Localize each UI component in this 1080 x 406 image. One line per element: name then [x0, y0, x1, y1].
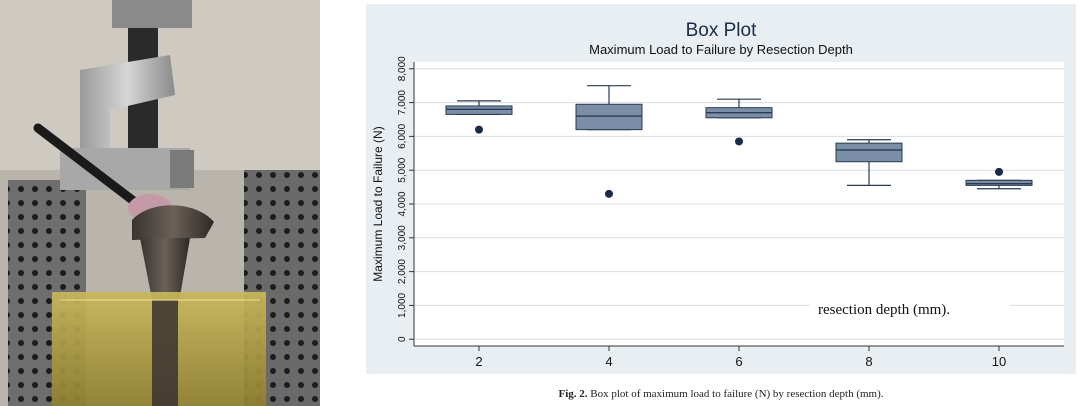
outlier-4-0	[605, 189, 613, 198]
x-tick-label-1: 4	[605, 354, 612, 369]
box-10	[965, 167, 1033, 190]
chart-subtitle: Maximum Load to Failure by Resection Dep…	[589, 42, 853, 57]
x-tick-label-0: 2	[475, 354, 482, 369]
box-6	[705, 98, 773, 146]
box-plot-panel: Box Plot Maximum Load to Failure by Rese…	[366, 4, 1076, 374]
x-tick-labels: 2 4 6 8 10	[475, 354, 1006, 369]
box-8	[835, 139, 903, 187]
x-tick-label-2: 6	[735, 354, 742, 369]
caption-text: Box plot of maximum load to failure (N) …	[590, 388, 884, 400]
y-tick-label-3: 3,000	[397, 225, 408, 250]
chart-title: Box Plot	[686, 20, 757, 41]
annotation-mask	[810, 296, 1010, 322]
y-tick-labels: 0 1,000 2,000 3,000 4,000 5,000 6,000 7,000 8,00…	[397, 56, 408, 342]
y-tick-label-0: 0	[397, 336, 408, 342]
test-rig-photo	[0, 0, 320, 406]
figure-caption: Fig. 2. Box plot of maximum load to fail…	[366, 388, 1076, 400]
chart-annotation: resection depth (mm).	[818, 302, 950, 318]
box-2	[445, 100, 513, 134]
boxes	[445, 85, 1033, 198]
y-tick-label-7: 7,000	[397, 90, 408, 115]
outlier-2-0	[475, 125, 483, 134]
box-iqr-4	[575, 103, 643, 131]
y-axis-label: Maximum Load to Failure (N)	[371, 126, 385, 281]
y-tick-label-5: 5,000	[397, 157, 408, 182]
y-tick-label-1: 1,000	[397, 292, 408, 317]
y-tick-label-8: 8,000	[397, 56, 408, 81]
box-iqr-8	[835, 142, 903, 163]
x-tick-label-3: 8	[865, 354, 872, 369]
y-tick-label-2: 2,000	[397, 259, 408, 284]
outlier-10-0	[995, 167, 1003, 176]
axes	[409, 62, 1064, 351]
grid-lines	[414, 68, 1064, 340]
y-tick-label-4: 4,000	[397, 191, 408, 216]
box-plot-chart: Box Plot Maximum Load to Failure by Rese…	[371, 20, 1064, 369]
caption-label: Fig. 2.	[558, 388, 588, 400]
y-tick-label-6: 6,000	[397, 123, 408, 148]
box-iqr-10	[965, 179, 1033, 186]
outlier-6-0	[735, 137, 743, 146]
x-tick-label-4: 10	[992, 354, 1006, 369]
box-4	[575, 85, 643, 198]
box-iqr-2	[445, 105, 513, 115]
